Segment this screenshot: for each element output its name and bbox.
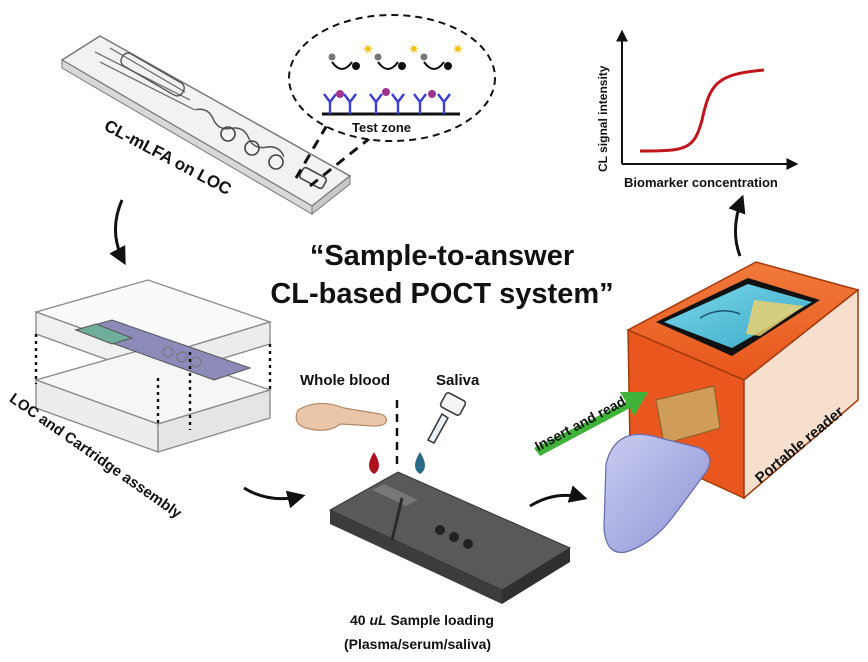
sample-types-label: (Plasma/serum/saliva) — [344, 636, 492, 652]
arrow-reader-to-plot — [728, 194, 746, 257]
sample-loading-label: 40 uL Sample loading — [350, 612, 494, 628]
sample-loading-text: Sample loading — [390, 612, 494, 628]
svg-text:✷: ✷ — [362, 41, 374, 57]
insert-arrow — [534, 392, 648, 456]
sample-volume: 40 — [350, 612, 366, 628]
loc-chip-illustration — [60, 35, 352, 216]
gloved-hand-illustration — [603, 385, 721, 554]
arrow-sample-to-reader — [529, 485, 588, 508]
cl-signal-plot — [616, 29, 799, 170]
y-axis-label: CL signal intensity — [596, 65, 610, 172]
title-line-1: “Sample-to-answer — [309, 240, 575, 272]
test-zone-callout: ✷ ✷ ✷ — [288, 14, 496, 142]
finger-illustration — [295, 402, 387, 431]
arrow-cartridge-to-sample — [243, 486, 306, 509]
x-axis-label: Biomarker concentration — [624, 175, 778, 190]
arrow-chip-to-cartridge — [109, 199, 126, 266]
whole-blood-label: Whole blood — [300, 372, 390, 389]
title-line-2: CL-based POCT system” — [270, 278, 614, 310]
svg-text:✷: ✷ — [452, 41, 464, 57]
dropper-illustration — [426, 392, 467, 444]
blood-drop-icon — [369, 452, 379, 474]
sample-unit: uL — [369, 612, 387, 628]
sample-cartridge-illustration — [328, 471, 572, 604]
svg-text:✷: ✷ — [408, 41, 420, 57]
saliva-label: Saliva — [436, 372, 480, 389]
saliva-drop-icon — [415, 452, 425, 474]
sigmoid-curve — [639, 68, 765, 153]
test-zone-label: Test zone — [352, 120, 411, 135]
flow-arrows — [109, 194, 746, 509]
cartridge-assembly-illustration — [33, 279, 273, 453]
